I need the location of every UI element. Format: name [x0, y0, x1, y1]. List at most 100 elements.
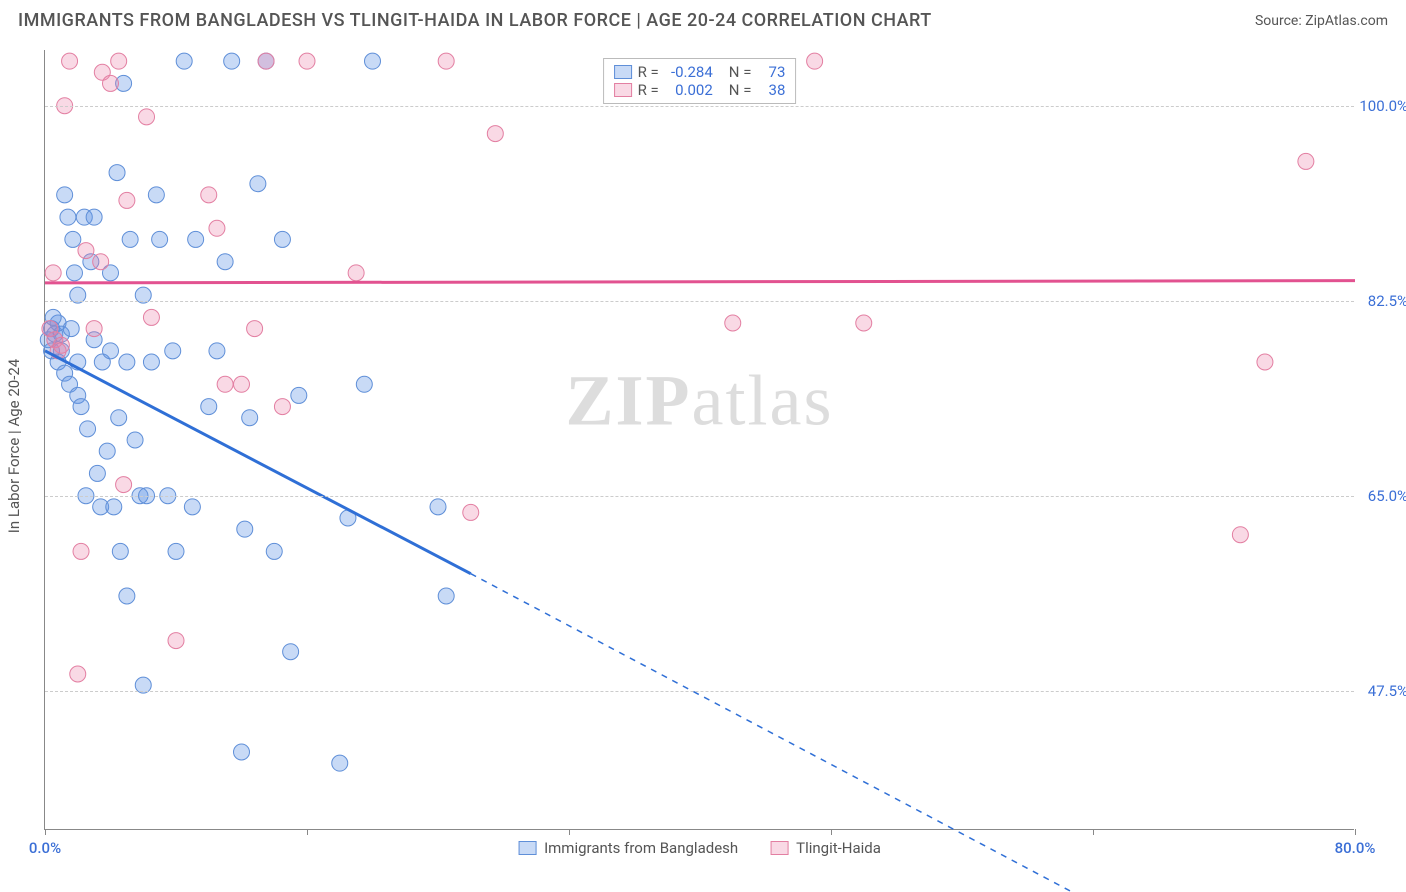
- data-point: [247, 321, 263, 337]
- data-point: [53, 337, 69, 353]
- data-point: [234, 744, 250, 760]
- legend-n-value: 73: [757, 63, 785, 81]
- x-tick-label: 0.0%: [29, 839, 61, 857]
- data-point: [168, 633, 184, 649]
- data-point: [143, 354, 159, 370]
- data-point: [1232, 527, 1248, 543]
- gridline: [45, 496, 1354, 497]
- data-point: [209, 343, 225, 359]
- data-point: [127, 432, 143, 448]
- plot-area: ZIPatlas R =-0.284N =73R =0.002N =38 Imm…: [44, 50, 1354, 830]
- data-point: [430, 499, 446, 515]
- data-point: [65, 231, 81, 247]
- chart-title: IMMIGRANTS FROM BANGLADESH VS TLINGIT-HA…: [18, 10, 932, 31]
- data-point: [1257, 354, 1273, 370]
- data-point: [119, 588, 135, 604]
- legend-r-value: 0.002: [665, 81, 713, 99]
- data-point: [224, 53, 240, 69]
- x-tick: [831, 829, 832, 835]
- data-point: [291, 387, 307, 403]
- data-point: [209, 220, 225, 236]
- data-point: [63, 321, 79, 337]
- legend-label: Immigrants from Bangladesh: [544, 839, 738, 857]
- data-point: [356, 376, 372, 392]
- data-point: [856, 315, 872, 331]
- data-point: [111, 53, 127, 69]
- data-point: [184, 499, 200, 515]
- series-legend: Immigrants from Bangladesh Tlingit-Haida: [518, 839, 881, 857]
- data-point: [57, 187, 73, 203]
- data-point: [86, 321, 102, 337]
- data-point: [109, 165, 125, 181]
- data-point: [348, 265, 364, 281]
- x-tick-label: 80.0%: [1335, 839, 1376, 857]
- data-point: [201, 399, 217, 415]
- legend-row: R =0.002N =38: [614, 81, 786, 99]
- data-point: [274, 399, 290, 415]
- data-point: [143, 309, 159, 325]
- data-point: [106, 499, 122, 515]
- x-tick: [307, 829, 308, 835]
- data-point: [807, 53, 823, 69]
- y-axis-label: In Labor Force | Age 20-24: [5, 359, 23, 533]
- y-tick-label: 100.0%: [1358, 97, 1406, 115]
- data-point: [62, 53, 78, 69]
- data-point: [111, 410, 127, 426]
- data-point: [217, 254, 233, 270]
- data-point: [60, 209, 76, 225]
- data-point: [201, 187, 217, 203]
- y-tick-label: 82.5%: [1358, 292, 1406, 310]
- data-point: [1298, 153, 1314, 169]
- data-point: [438, 588, 454, 604]
- legend-n-label: N =: [729, 81, 752, 99]
- legend-r-label: R =: [638, 63, 659, 81]
- data-point: [299, 53, 315, 69]
- data-point: [234, 376, 250, 392]
- legend-row: R = -0.284 N = 73: [614, 63, 786, 81]
- x-tick: [569, 829, 570, 835]
- data-point: [725, 315, 741, 331]
- data-point: [99, 443, 115, 459]
- legend-swatch: [614, 65, 632, 79]
- data-point: [139, 109, 155, 125]
- chart-svg: [45, 50, 1354, 829]
- data-point: [45, 265, 61, 281]
- source-label: Source: ZipAtlas.com: [1255, 13, 1388, 29]
- gridline: [45, 106, 1354, 107]
- data-point: [217, 376, 233, 392]
- data-point: [463, 504, 479, 520]
- correlation-legend: R = -0.284 N = 73R = 0.002 N = 38: [603, 58, 797, 104]
- data-point: [78, 243, 94, 259]
- data-point: [116, 477, 132, 493]
- data-point: [237, 521, 253, 537]
- data-point: [119, 354, 135, 370]
- legend-item: Immigrants from Bangladesh: [518, 839, 738, 857]
- data-point: [93, 254, 109, 270]
- data-point: [168, 543, 184, 559]
- legend-r-value: -0.284: [665, 63, 713, 81]
- data-point: [283, 644, 299, 660]
- data-point: [250, 176, 266, 192]
- legend-n-label: N =: [729, 63, 752, 81]
- data-point: [122, 231, 138, 247]
- data-point: [365, 53, 381, 69]
- legend-n-value: 38: [757, 81, 785, 99]
- data-point: [165, 343, 181, 359]
- data-point: [242, 410, 258, 426]
- x-tick: [1355, 829, 1356, 835]
- legend-item: Tlingit-Haida: [770, 839, 881, 857]
- y-tick-label: 65.0%: [1358, 487, 1406, 505]
- y-tick-label: 47.5%: [1358, 682, 1406, 700]
- data-point: [274, 231, 290, 247]
- data-point: [258, 53, 274, 69]
- x-tick: [45, 829, 46, 835]
- data-point: [332, 755, 348, 771]
- legend-label: Tlingit-Haida: [796, 839, 881, 857]
- x-tick: [1093, 829, 1094, 835]
- data-point: [89, 465, 105, 481]
- data-point: [80, 421, 96, 437]
- data-point: [176, 53, 192, 69]
- data-point: [66, 265, 82, 281]
- data-point: [487, 126, 503, 142]
- data-point: [438, 53, 454, 69]
